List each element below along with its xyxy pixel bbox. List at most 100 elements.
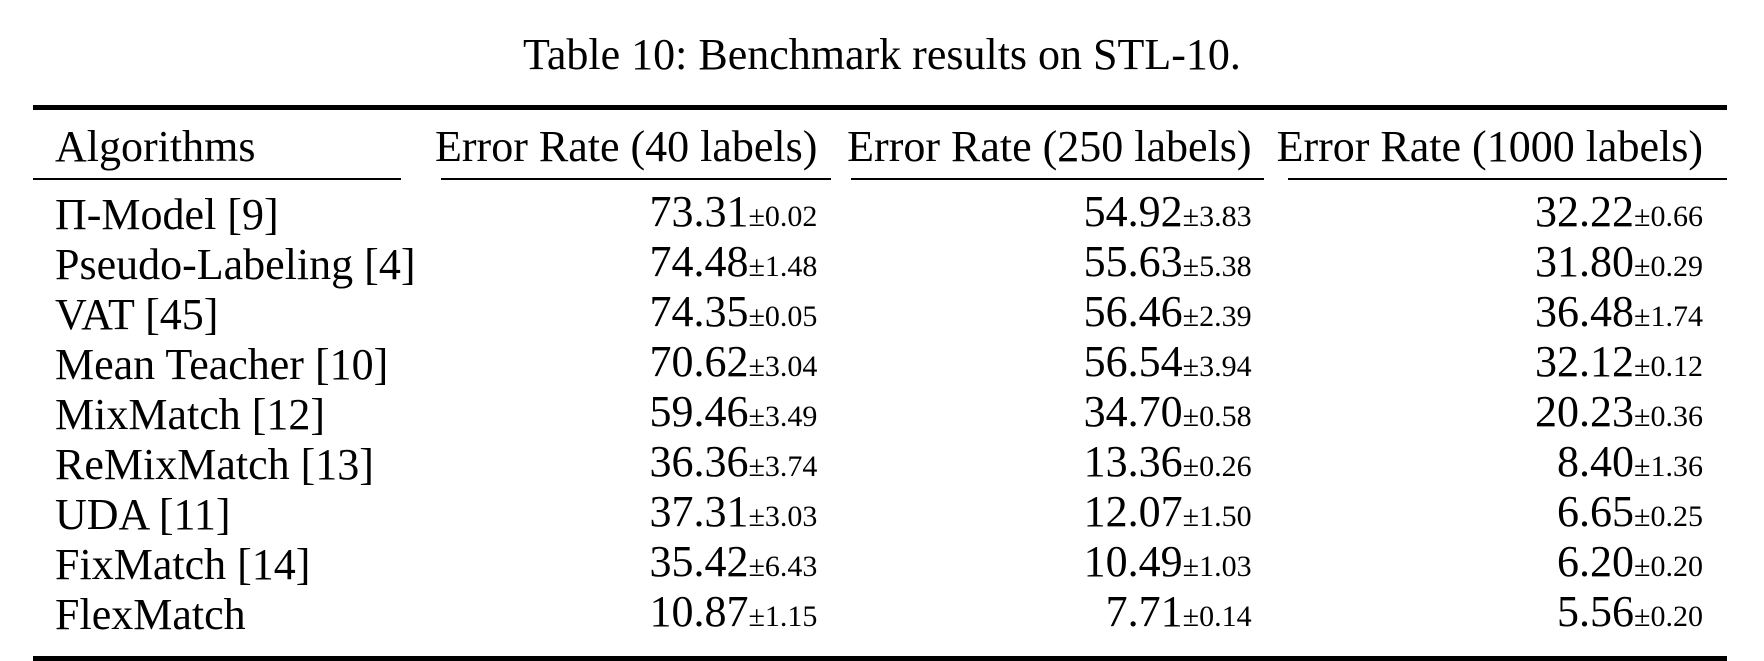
column-header-algorithms: Algorithms xyxy=(33,108,421,180)
error-rate-cell-1000-labels: 20.23±0.36 xyxy=(1276,389,1727,439)
error-rate-cell-40-labels: 73.31±0.02 xyxy=(421,180,841,239)
error-rate-cell-250-labels: 55.63±5.38 xyxy=(841,239,1275,289)
column-header-label: Error Rate (1000 labels) xyxy=(1276,122,1703,171)
algorithm-cell: UDA [11] xyxy=(55,489,231,539)
error-rate-cell-250-labels: 54.92±3.83 xyxy=(841,180,1275,239)
error-std: ±3.74 xyxy=(748,450,818,483)
error-mean: 13.36 xyxy=(1083,437,1183,486)
error-mean: 56.46 xyxy=(1083,287,1183,336)
error-mean: 74.35 xyxy=(649,287,749,336)
error-std: ±0.26 xyxy=(1182,450,1252,483)
error-rate-cell-1000-labels: 32.12±0.12 xyxy=(1276,339,1727,389)
error-mean: 6.65 xyxy=(1557,487,1635,536)
error-std: ±0.20 xyxy=(1634,550,1703,583)
algorithm-cell: Pseudo-Labeling [4] xyxy=(55,239,416,289)
table-body: Π-Model [9] 73.31±0.02 54.92±3.83 32.22±… xyxy=(33,180,1727,659)
table-header: Algorithms Error Rate (40 labels) Error … xyxy=(33,108,1727,180)
error-rate-cell-40-labels: 10.87±1.15 xyxy=(421,589,841,659)
algorithm-cell: Π-Model [9] xyxy=(55,189,279,239)
error-mean: 34.70 xyxy=(1083,387,1183,436)
error-std: ±3.04 xyxy=(748,350,818,383)
error-rate-cell-40-labels: 35.42±6.43 xyxy=(421,539,841,589)
table-row: Pseudo-Labeling [4] 74.48±1.48 55.63±5.3… xyxy=(33,239,1727,289)
error-std: ±3.03 xyxy=(748,500,818,533)
error-mean: 32.12 xyxy=(1535,337,1635,386)
error-rate-cell-40-labels: 74.35±0.05 xyxy=(421,289,841,339)
column-header-error-250: Error Rate (250 labels) xyxy=(841,108,1275,180)
table-row: FixMatch [14] 35.42±6.43 10.49±1.03 6.20… xyxy=(33,539,1727,589)
error-std: ±0.14 xyxy=(1182,600,1252,633)
error-std: ±0.12 xyxy=(1634,350,1703,383)
algorithm-cell: FlexMatch xyxy=(55,589,246,639)
column-header-label: Error Rate (40 labels) xyxy=(435,122,818,171)
error-rate-cell-1000-labels: 5.56±0.20 xyxy=(1276,589,1727,659)
column-header-error-1000: Error Rate (1000 labels) xyxy=(1276,108,1727,180)
error-std: ±0.29 xyxy=(1634,250,1703,283)
header-midrule xyxy=(851,178,1264,180)
error-mean: 36.36 xyxy=(649,437,749,486)
column-header-error-40: Error Rate (40 labels) xyxy=(421,108,841,180)
error-rate-cell-40-labels: 36.36±3.74 xyxy=(421,439,841,489)
error-mean: 32.22 xyxy=(1535,187,1635,236)
error-rate-cell-1000-labels: 6.20±0.20 xyxy=(1276,539,1727,589)
error-mean: 59.46 xyxy=(649,387,749,436)
error-rate-cell-250-labels: 12.07±1.50 xyxy=(841,489,1275,539)
error-mean: 36.48 xyxy=(1535,287,1635,336)
error-mean: 74.48 xyxy=(649,237,749,286)
error-mean: 8.40 xyxy=(1557,437,1635,486)
table-row: UDA [11] 37.31±3.03 12.07±1.50 6.65±0.25 xyxy=(33,489,1727,539)
header-row: Algorithms Error Rate (40 labels) Error … xyxy=(33,108,1727,180)
table-row: Π-Model [9] 73.31±0.02 54.92±3.83 32.22±… xyxy=(33,180,1727,239)
error-mean: 73.31 xyxy=(649,187,749,236)
error-std: ±1.03 xyxy=(1182,550,1252,583)
algorithm-cell: VAT [45] xyxy=(55,289,219,339)
error-mean: 56.54 xyxy=(1083,337,1183,386)
header-midrule xyxy=(1287,178,1727,180)
error-std: ±0.02 xyxy=(748,200,818,233)
header-midrule xyxy=(441,178,832,180)
error-std: ±2.39 xyxy=(1182,300,1252,333)
error-rate-cell-40-labels: 70.62±3.04 xyxy=(421,339,841,389)
error-mean: 70.62 xyxy=(649,337,749,386)
algorithm-cell: Mean Teacher [10] xyxy=(55,339,389,389)
header-midrule xyxy=(33,178,402,180)
error-mean: 5.56 xyxy=(1557,587,1635,636)
error-std: ±1.50 xyxy=(1182,500,1252,533)
error-rate-cell-250-labels: 10.49±1.03 xyxy=(841,539,1275,589)
error-rate-cell-250-labels: 13.36±0.26 xyxy=(841,439,1275,489)
error-mean: 6.20 xyxy=(1557,537,1635,586)
error-rate-cell-1000-labels: 32.22±0.66 xyxy=(1276,180,1727,239)
error-mean: 55.63 xyxy=(1083,237,1183,286)
table-row: VAT [45] 74.35±0.05 56.46±2.39 36.48±1.7… xyxy=(33,289,1727,339)
error-rate-cell-1000-labels: 8.40±1.36 xyxy=(1276,439,1727,489)
error-mean: 10.87 xyxy=(649,587,749,636)
benchmark-results-table: Algorithms Error Rate (40 labels) Error … xyxy=(33,105,1727,661)
error-rate-cell-40-labels: 37.31±3.03 xyxy=(421,489,841,539)
error-std: ±3.83 xyxy=(1182,200,1252,233)
table-caption: Table 10: Benchmark results on STL-10. xyxy=(523,30,1241,79)
error-std: ±0.36 xyxy=(1634,400,1703,433)
error-rate-cell-250-labels: 7.71±0.14 xyxy=(841,589,1275,659)
table-row: MixMatch [12] 59.46±3.49 34.70±0.58 20.2… xyxy=(33,389,1727,439)
error-std: ±3.49 xyxy=(748,400,818,433)
error-rate-cell-250-labels: 56.46±2.39 xyxy=(841,289,1275,339)
error-rate-cell-1000-labels: 6.65±0.25 xyxy=(1276,489,1727,539)
error-rate-cell-40-labels: 74.48±1.48 xyxy=(421,239,841,289)
error-std: ±1.48 xyxy=(748,250,818,283)
error-std: ±6.43 xyxy=(748,550,818,583)
error-std: ±1.74 xyxy=(1634,300,1703,333)
error-rate-cell-40-labels: 59.46±3.49 xyxy=(421,389,841,439)
error-rate-cell-250-labels: 34.70±0.58 xyxy=(841,389,1275,439)
error-std: ±3.94 xyxy=(1182,350,1252,383)
error-mean: 35.42 xyxy=(649,537,749,586)
algorithm-cell: MixMatch [12] xyxy=(55,389,326,439)
error-std: ±0.25 xyxy=(1634,500,1703,533)
error-std: ±1.15 xyxy=(748,600,818,633)
table-row: Mean Teacher [10] 70.62±3.04 56.54±3.94 … xyxy=(33,339,1727,389)
column-header-label: Error Rate (250 labels) xyxy=(847,122,1252,171)
benchmark-table-container: Algorithms Error Rate (40 labels) Error … xyxy=(33,105,1727,661)
error-std: ±0.58 xyxy=(1182,400,1252,433)
table-row: FlexMatch 10.87±1.15 7.71±0.14 5.56±0.20 xyxy=(33,589,1727,659)
column-header-label: Algorithms xyxy=(55,122,256,171)
error-std: ±1.36 xyxy=(1634,450,1703,483)
